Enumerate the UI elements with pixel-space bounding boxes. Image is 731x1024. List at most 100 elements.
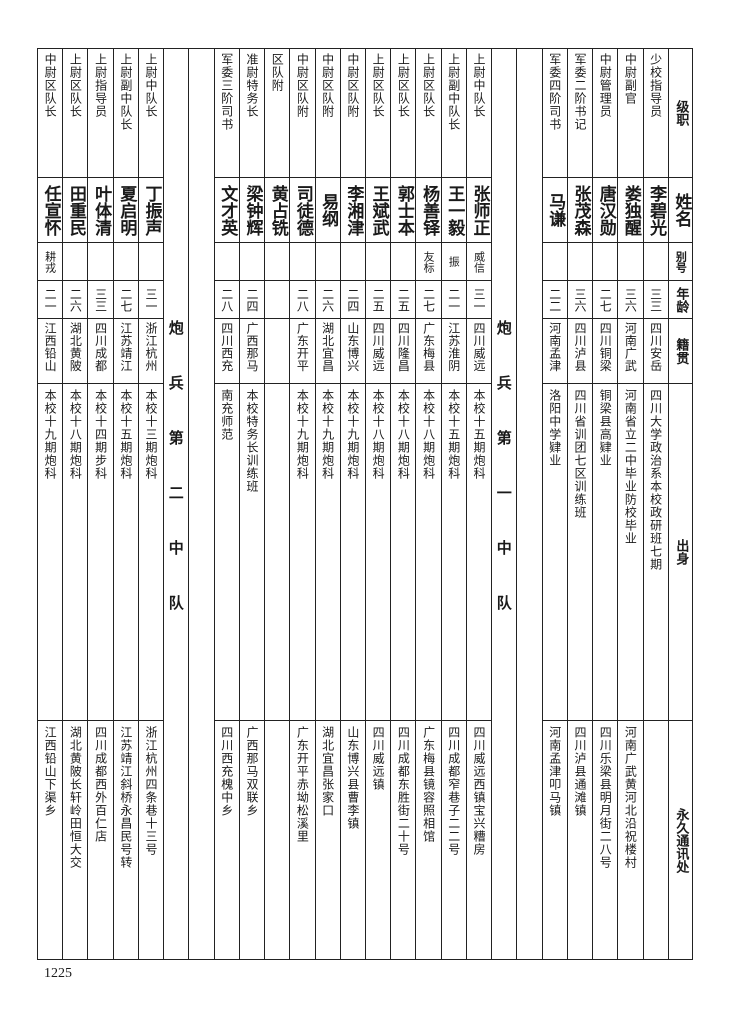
cell-rank: 中尉区队附 [320, 53, 335, 118]
cell-origin: 本校十九期炮科 [315, 383, 340, 720]
cell-alias [643, 242, 668, 280]
cell-alias [239, 242, 265, 280]
cell-native: 浙江杭州 [138, 318, 164, 383]
cell-native: 四川安岳 [643, 318, 668, 383]
cell-alias: 威信 [466, 242, 492, 280]
cell-alias [391, 242, 416, 280]
cell-address: 江苏靖江斜桥永昌民号转 [113, 720, 138, 960]
cell-name: 黄占铣 [265, 177, 290, 242]
cell-age: 三三 [643, 280, 668, 318]
cell-address: 四川成都窄巷子二二号 [441, 720, 466, 960]
cell-rank: 准尉特务长 [244, 53, 259, 118]
cell-age: 二五 [391, 280, 416, 318]
cell-origin: 河南省立二中毕业防校毕业 [618, 383, 643, 720]
table-row: 中尉副官 娄独醒 三六 河南广武 河南省立二中毕业防校毕业 河南广武黄河北沿祝楼村 [617, 48, 643, 960]
cell-rank: 上尉区队长 [68, 53, 83, 118]
cell-age: 二八 [214, 280, 239, 318]
cell-native: 河南孟津 [542, 318, 567, 383]
cell-address: 广西那马双联乡 [239, 720, 265, 960]
cell-rank: 上尉副中队长 [118, 53, 133, 131]
blank-column [188, 48, 213, 960]
cell-name: 夏启明 [113, 177, 138, 242]
cell-name: 田重民 [63, 177, 88, 242]
cell-address: 四川泸县通滩镇 [567, 720, 593, 960]
table-row: 军委三阶司书 文才英 二八 四川西充 南充师范 四川西充槐中乡 [213, 48, 239, 960]
cell-origin: 四川大学政治系本校政研班七期 [643, 383, 668, 720]
header-address: 永久通讯处 [668, 720, 693, 960]
cell-name: 任宣怀 [38, 177, 63, 242]
table-row: 军委四阶司书 马谦 二二 河南孟津 洛阳中学肄业 河南孟津叩马镇 [541, 48, 567, 960]
cell-native: 四川威远 [366, 318, 391, 383]
cell-address: 四川成都东胜街二十号 [391, 720, 416, 960]
cell-origin: 本校十八期炮科 [63, 383, 88, 720]
cell-origin: 本校十八期炮科 [391, 383, 416, 720]
table-row: 区队附 黄占铣 [264, 48, 290, 960]
cell-rank: 中尉区队附 [345, 53, 360, 118]
cell-rank: 中尉副官 [623, 53, 638, 105]
cell-age: 二八 [290, 280, 315, 318]
cell-age: 二四 [340, 280, 365, 318]
table-row: 准尉特务长 梁钟辉 二四 广西那马 本校特务长训练班 广西那马双联乡 [238, 48, 265, 960]
cell-name: 丁振声 [138, 177, 164, 242]
table-row: 上尉区队长 郭士本 二五 四川隆昌 本校十八期炮科 四川成都东胜街二十号 [390, 48, 416, 960]
table-row: 上尉中队长 丁振声 三一 浙江杭州 本校十三期炮科 浙江杭州四条巷十三号 [137, 48, 164, 960]
cell-age: 二六 [315, 280, 340, 318]
cell-address: 河南广武黄河北沿祝楼村 [618, 720, 643, 960]
cell-alias [542, 242, 567, 280]
cell-age: 二四 [239, 280, 265, 318]
cell-alias [265, 242, 290, 280]
cell-age: 二六 [63, 280, 88, 318]
cell-rank: 中尉区队附 [295, 53, 310, 118]
cell-name: 王一毅 [441, 177, 466, 242]
cell-name: 司徒德 [290, 177, 315, 242]
cell-alias [315, 242, 340, 280]
table-row: 军委二阶书记 张茂森 三六 四川泸县 四川省训团七区训练班 四川泸县通滩镇 [566, 48, 593, 960]
cell-rank: 上尉指导员 [93, 53, 108, 118]
cell-alias [593, 242, 618, 280]
cell-rank: 上尉区队长 [421, 53, 436, 118]
cell-name: 唐汉勋 [593, 177, 618, 242]
table-row: 中尉区队附 李湘津 二四 山东博兴 本校十九期炮科 山东博兴县曹李镇 [339, 48, 365, 960]
cell-address: 四川威远镇 [366, 720, 391, 960]
cell-native: 四川泸县 [567, 318, 593, 383]
cell-origin: 本校十九期炮科 [290, 383, 315, 720]
cell-native: 四川隆昌 [391, 318, 416, 383]
cell-origin: 铜梁县高肄业 [593, 383, 618, 720]
cell-age: 二一 [441, 280, 466, 318]
cell-rank: 军委二阶书记 [572, 53, 587, 131]
cell-age [265, 280, 290, 318]
blank-column [516, 48, 541, 960]
cell-name: 梁钟辉 [239, 177, 265, 242]
cell-address: 广东开平赤坳松溪里 [290, 720, 315, 960]
cell-address: 湖北宜昌张家口 [315, 720, 340, 960]
cell-rank: 上尉区队长 [371, 53, 386, 118]
cell-native: 湖北黄陂 [63, 318, 88, 383]
cell-native: 江西铅山 [38, 318, 63, 383]
header-origin: 出身 [668, 383, 693, 720]
table-row: 上尉副中队长 夏启明 二七 江苏靖江 本校十五期炮科 江苏靖江斜桥永昌民号转 [112, 48, 138, 960]
header-rank: 级职 [673, 99, 689, 126]
cell-origin: 本校十九期炮科 [38, 383, 63, 720]
cell-rank: 中尉管理员 [598, 53, 613, 118]
cell-age: 二七 [113, 280, 138, 318]
cell-alias [366, 242, 391, 280]
cell-alias [618, 242, 643, 280]
cell-native: 江苏淮阴 [441, 318, 466, 383]
cell-address [265, 720, 290, 960]
cell-origin: 本校十八期炮科 [366, 383, 391, 720]
cell-name: 张茂森 [567, 177, 593, 242]
cell-rank: 军委三阶司书 [219, 53, 234, 131]
cell-name: 易纲 [315, 177, 340, 242]
section-label: 炮兵第二中队 [166, 320, 185, 650]
cell-alias [63, 242, 88, 280]
table-row: 上尉区队长 田重民 二六 湖北黄陂 本校十八期炮科 湖北黄陂长轩岭田恒大交 [62, 48, 88, 960]
table-row: 上尉副中队长 王一毅振二一 江苏淮阴 本校十五期炮科 四川成都窄巷子二二号 [440, 48, 466, 960]
cell-age: 三一 [466, 280, 492, 318]
table-row: 上尉区队长 杨善铎 友标 二七 广东梅县 本校十八期炮科 广东梅县镜容照相馆 [415, 48, 441, 960]
cell-native: 山东博兴 [340, 318, 365, 383]
cell-native: 四川西充 [214, 318, 239, 383]
cell-address: 四川威远西镇宝兴糟房 [466, 720, 492, 960]
cell-native: 广西那马 [239, 318, 265, 383]
cell-age: 二五 [366, 280, 391, 318]
cell-origin: 本校十五期炮科 [113, 383, 138, 720]
